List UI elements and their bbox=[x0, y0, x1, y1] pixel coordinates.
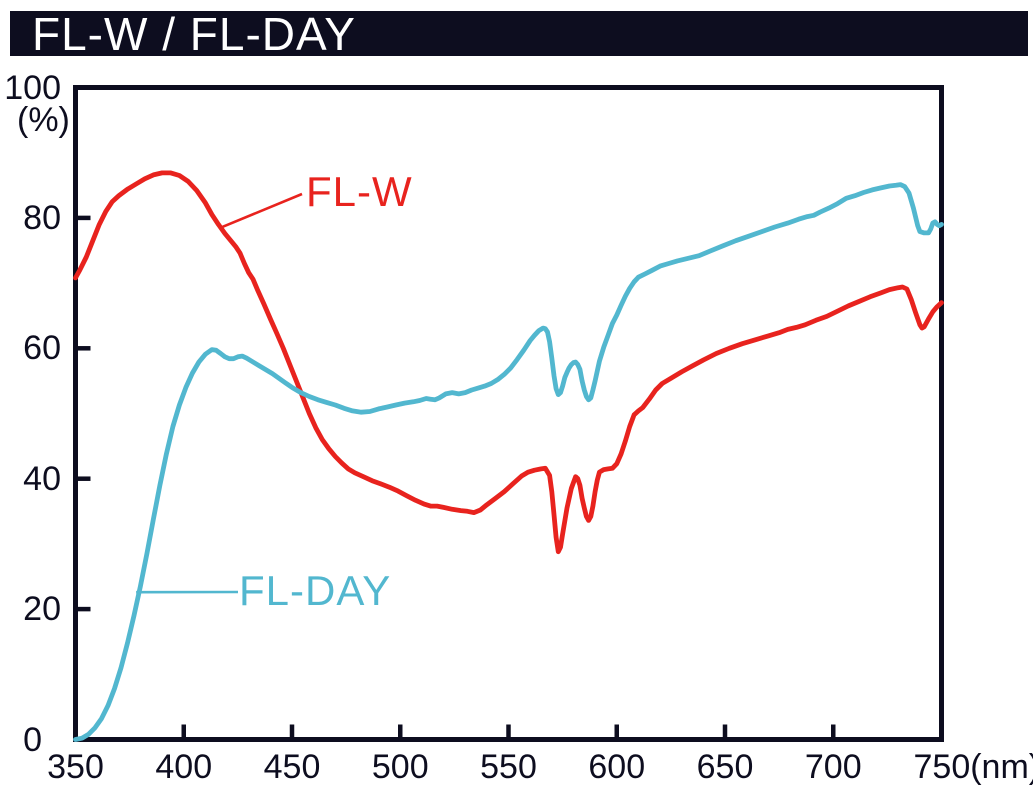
x-tick-label: 600 bbox=[588, 748, 646, 786]
y-tick-label: 60 bbox=[23, 329, 61, 368]
x-tick-label: 750(nm) bbox=[913, 748, 1033, 786]
x-tick-label: 550 bbox=[480, 748, 537, 786]
x-tick-label: 450 bbox=[263, 748, 321, 786]
plot-border bbox=[73, 85, 944, 742]
series-label-flw: FL-W bbox=[306, 168, 413, 215]
y-tick-label: 20 bbox=[23, 590, 61, 629]
y-tick-label: 100 bbox=[4, 68, 61, 107]
y-tick-label: 0 bbox=[23, 720, 42, 759]
curve-fl-day bbox=[73, 182, 944, 742]
x-tick-label: 500 bbox=[371, 748, 429, 786]
x-tick-label: 650 bbox=[696, 748, 754, 786]
x-tick-label: 400 bbox=[155, 748, 213, 786]
x-tick-label: 700 bbox=[804, 748, 862, 786]
page-title: FL-W / FL-DAY bbox=[32, 7, 356, 60]
y-tick-label: 40 bbox=[23, 459, 61, 498]
y-axis-unit-label: (%) bbox=[17, 101, 70, 139]
leader-line-fl-w bbox=[220, 192, 303, 229]
y-tick-label: 80 bbox=[23, 198, 61, 237]
x-tick-label: 350 bbox=[47, 748, 104, 786]
curve-fl-w bbox=[73, 170, 944, 555]
series-label-flday: FL-DAY bbox=[239, 567, 392, 614]
title-bar: FL-W / FL-DAY bbox=[10, 8, 1028, 60]
